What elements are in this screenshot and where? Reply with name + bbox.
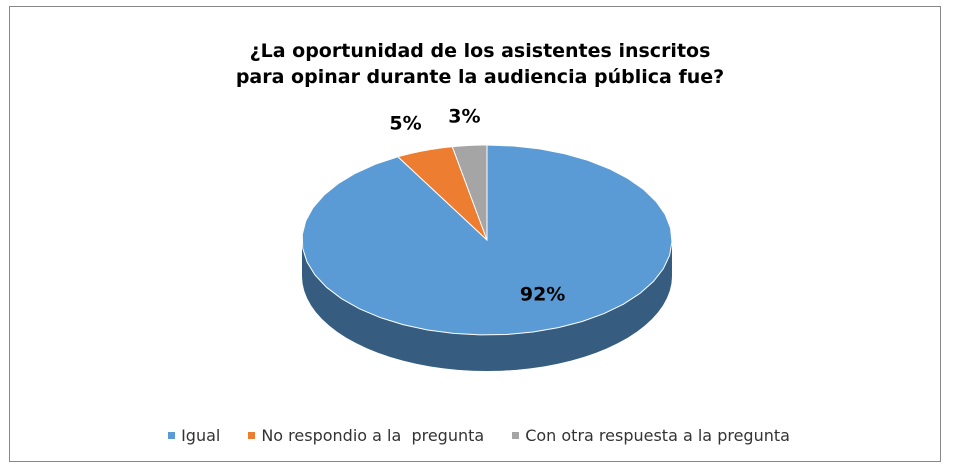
legend-label: Con otra respuesta a la pregunta <box>525 426 790 445</box>
data-label: 5% <box>389 112 421 134</box>
pie-side-shade <box>302 240 672 371</box>
chart-title: ¿La oportunidad de los asistentes inscri… <box>235 40 725 88</box>
data-label: 92% <box>520 284 565 306</box>
legend-swatch <box>248 432 256 439</box>
data-label: 3% <box>448 106 480 128</box>
legend: Igual No respondio a la pregunta Con otra … <box>0 426 958 445</box>
legend-item: No respondio a la pregunta <box>248 426 484 445</box>
pie-side <box>302 240 672 371</box>
pie-slice <box>451 144 488 241</box>
legend-label: No respondio a la pregunta <box>261 426 485 445</box>
legend-swatch <box>168 432 176 439</box>
legend-label: Igual <box>181 426 221 445</box>
pie-slice <box>396 146 488 241</box>
legend-item: Igual <box>168 426 220 445</box>
legend-swatch <box>512 432 520 439</box>
legend-item: Con otra respuesta a la pregunta <box>512 426 790 445</box>
